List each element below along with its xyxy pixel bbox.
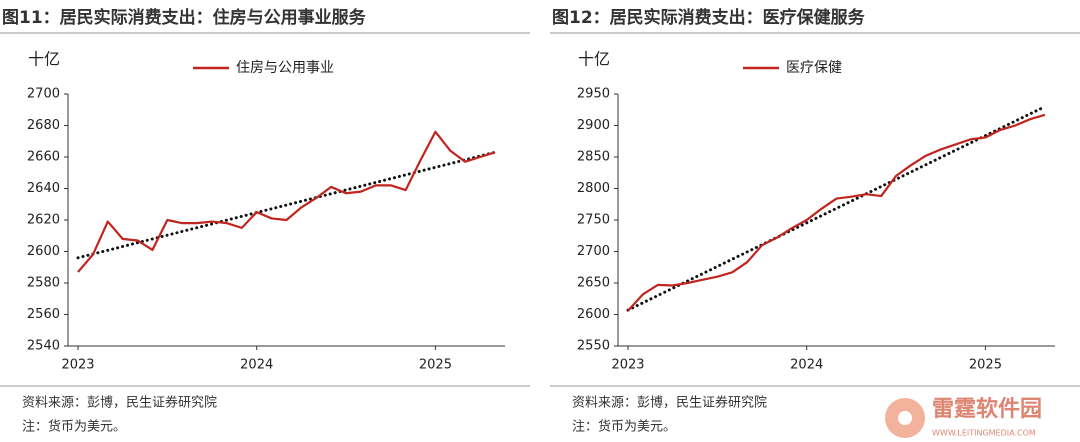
y-axis-label: 十亿: [578, 50, 610, 69]
y-tick-label: 2950: [577, 87, 610, 102]
y-tick-label: 2800: [577, 181, 610, 196]
y-tick-label: 2540: [27, 339, 60, 354]
x-tick-label: 2023: [611, 358, 644, 373]
y-tick-label: 2550: [577, 339, 610, 354]
y-tick-label: 2600: [577, 307, 610, 322]
y-tick-label: 2700: [27, 87, 60, 102]
x-tick-label: 2023: [61, 358, 94, 373]
legend-label: 住房与公用事业: [236, 60, 334, 76]
chart-title: 图12：居民实际消费支出：医疗保健服务: [552, 7, 866, 28]
x-tick-label: 2025: [419, 358, 452, 373]
watermark-name: 雷霆软件园: [932, 396, 1042, 422]
legend-label: 医疗保健: [786, 60, 842, 76]
x-tick-label: 2025: [969, 358, 1002, 373]
y-tick-label: 2750: [577, 213, 610, 228]
source: 资料来源：彭博，民生证券研究院: [572, 395, 767, 411]
y-tick-label: 2900: [577, 118, 610, 133]
source: 资料来源：彭博，民生证券研究院: [22, 395, 217, 411]
series-line: [77, 130, 496, 273]
y-tick-label: 2700: [577, 244, 610, 259]
y-tick-label: 2580: [27, 276, 60, 291]
note: 注：货币为美元。: [22, 419, 126, 435]
y-tick-label: 2850: [577, 150, 610, 165]
x-tick-label: 2024: [790, 358, 823, 373]
trend-line: [76, 150, 497, 260]
y-tick-label: 2660: [27, 150, 60, 165]
y-axis-label: 十亿: [28, 50, 60, 69]
trend-line: [626, 105, 1047, 312]
x-tick-label: 2024: [240, 358, 273, 373]
logo-icon: [898, 411, 912, 425]
y-tick-label: 2640: [27, 181, 60, 196]
watermark-url: WWW.LEITINGMEDIA.COM: [932, 429, 1036, 438]
y-tick-label: 2600: [27, 244, 60, 259]
logo: 雷霆软件园 WWW.LEITINGMEDIA.COM: [885, 396, 1042, 438]
y-tick-label: 2560: [27, 307, 60, 322]
y-tick-label: 2680: [27, 118, 60, 133]
series-line: [627, 113, 1046, 312]
y-tick-label: 2650: [577, 276, 610, 291]
y-tick-label: 2620: [27, 213, 60, 228]
note: 注：货币为美元。: [572, 419, 676, 435]
chart-title: 图11：居民实际消费支出：住房与公用事业服务: [2, 7, 367, 28]
